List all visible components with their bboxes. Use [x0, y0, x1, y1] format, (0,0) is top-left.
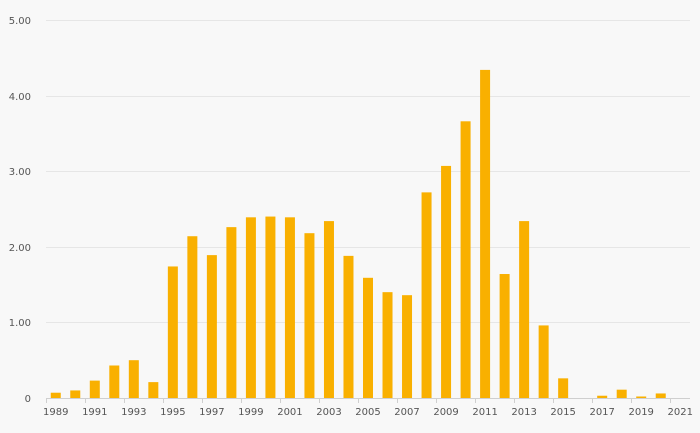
x-tick-label: 1999	[238, 407, 263, 418]
bar-1998	[226, 227, 237, 398]
bar-2013	[519, 221, 530, 398]
x-tick-label: 2021	[668, 407, 693, 418]
bar-2001	[284, 217, 295, 398]
bar-1993	[128, 360, 139, 398]
x-tick-label: 1995	[160, 407, 185, 418]
x-tick-label: 2015	[550, 407, 575, 418]
bar-1990	[70, 390, 81, 398]
x-tick-label: 1993	[121, 407, 146, 418]
x-tick-label: 2003	[316, 407, 341, 418]
x-tick-label: 2019	[628, 407, 653, 418]
y-tick-label: 0	[25, 394, 31, 405]
bar-2020	[655, 393, 666, 398]
x-tick-label: 1991	[82, 407, 107, 418]
bar-2003	[323, 221, 334, 398]
bar-2008	[421, 192, 432, 398]
x-tick-label: 2001	[277, 407, 302, 418]
bar-1997	[206, 255, 217, 398]
bar-1994	[148, 382, 159, 398]
bar-2004	[343, 255, 354, 398]
x-tick-label: 1997	[199, 407, 224, 418]
x-axis-labels: 1989 1991 1993 1995 1997 1999 2001 2003 2005 2007…	[43, 407, 693, 418]
bar-2011	[480, 69, 491, 399]
y-axis-labels: 0 1.00 2.00 3.00 4.00 5.00	[9, 16, 31, 405]
x-axis	[46, 398, 690, 403]
gridlines	[46, 20, 690, 323]
x-tick-label: 2007	[394, 407, 419, 418]
x-tick-label: 2011	[472, 407, 497, 418]
bar-2015	[558, 378, 569, 398]
bar-1996	[187, 236, 198, 398]
bar-2012	[499, 274, 510, 398]
x-tick-label: 2013	[511, 407, 536, 418]
y-tick-label: 2.00	[9, 243, 31, 254]
x-tick-label: 2017	[589, 407, 614, 418]
bar-2018	[616, 389, 627, 398]
bar-1989	[50, 392, 61, 398]
bar-2017	[597, 395, 608, 398]
y-tick-label: 4.00	[9, 92, 31, 103]
bar-1992	[109, 365, 120, 398]
bar-1991	[89, 380, 100, 398]
y-tick-label: 3.00	[9, 167, 31, 178]
bar-2002	[304, 233, 315, 398]
bar-2005	[363, 277, 373, 398]
x-tick-label: 2005	[355, 407, 380, 418]
bar-2009	[441, 165, 452, 398]
bars	[50, 69, 666, 399]
y-tick-label: 5.00	[9, 16, 31, 27]
x-tick-label: 2009	[433, 407, 458, 418]
bar-2007	[402, 295, 413, 398]
x-tick-label: 1989	[43, 407, 68, 418]
bar-2010	[460, 121, 471, 399]
bar-2014	[538, 325, 549, 398]
bar-2019	[636, 396, 647, 398]
bar-1999	[245, 217, 256, 398]
y-tick-label: 1.00	[9, 318, 31, 329]
bar-2006	[382, 292, 393, 398]
bar-2000	[265, 216, 276, 398]
bar-1995	[167, 266, 178, 398]
